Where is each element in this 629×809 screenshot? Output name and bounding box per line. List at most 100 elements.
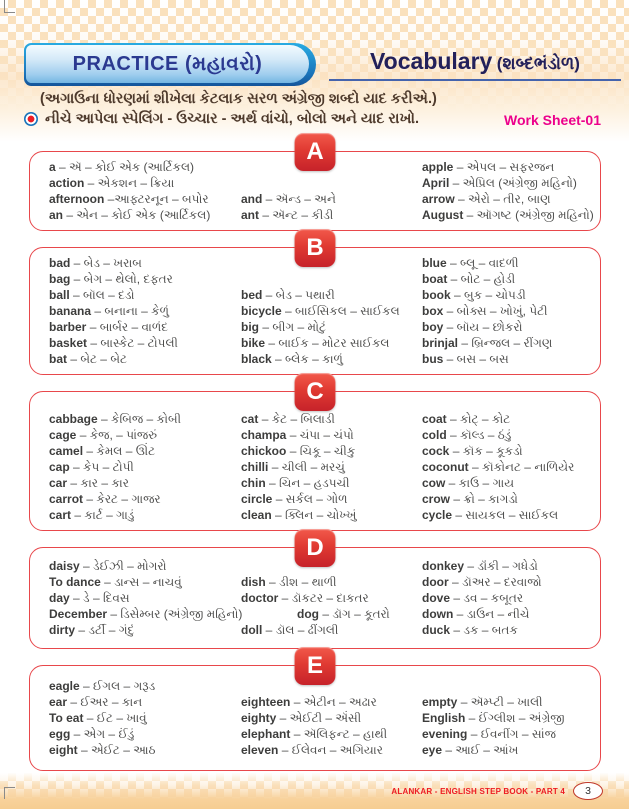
- vocab-entry: elephant – ઍલિફન્ટ – હાથી: [241, 727, 388, 741]
- vocab-entry: bat – બેટ – બેટ: [49, 352, 127, 366]
- word-columns: cabbage – કેબિજ – કોબી cage – કેજ, – પાંજ…: [49, 411, 590, 523]
- word-columns: bad – બેડ – ખરાબ bag – બેગ – થેલો, દફતર ba…: [49, 255, 590, 367]
- subtitle-note: (અગાઉના ધોરણમાં શીખેલા કેટલાક સરળ અંગ્રે…: [40, 91, 437, 107]
- vocab-entry: down – ડાઉન – નીચે: [422, 607, 530, 621]
- vocab-entry: door – ડૉઅર – દરવાજો: [422, 575, 542, 589]
- vocab-entry: black – બ્લેક – કાળું: [241, 352, 343, 366]
- section-letter-tab-d: D: [294, 529, 336, 567]
- vocab-entry: coconut – કૉકોનટ – નાળિયેર: [422, 460, 575, 474]
- bottom-band-fade: [0, 773, 629, 809]
- vocab-entry: doll – ડૉલ – ઢીંગલી: [241, 623, 339, 637]
- vocab-entry: dove – ડવ – કબૂતર: [422, 591, 524, 605]
- vocab-entry: chickoo – ચિકૂ – ચીકુ: [241, 444, 356, 458]
- vocab-entry: apple – એપલ – સફરજન: [422, 160, 555, 174]
- vocab-entry: chilli – ચીલી – મરચું: [241, 460, 345, 474]
- vocab-entry: clean – ક્લિન – ચોખ્ખું: [241, 508, 357, 522]
- word-columns: daisy – ડેઈઝી – મોગરો To dance – ડાન્સ – …: [49, 558, 590, 638]
- crop-mark-bottom-left: [4, 787, 15, 799]
- vocab-entry: eighteen – એટીન – અઢાર: [241, 695, 377, 709]
- practice-banner-label: PRACTICE (મહાવરો): [26, 45, 309, 83]
- vocab-entry: donkey – ડૉંકી – ગધેડો: [422, 559, 538, 573]
- vocab-entry: cap – કેપ – ટોપી: [49, 460, 134, 474]
- word-column-1: eagle – ઈગલ – ગરૂડ ear – ઈઅર – કાન To eat …: [49, 678, 241, 758]
- vocab-entry: basket – બાસ્કેટ – ટોપલી: [49, 336, 178, 350]
- vocab-entry: empty – ઍમ્પ્ટી – ખાલી: [422, 695, 543, 709]
- word-column-2: and – ઍન્ડ – અને ant – ઍન્ટ – કીડી: [241, 191, 422, 223]
- vocab-entry: barber – બાર્બર – વાળંદ: [49, 320, 168, 334]
- vocab-entry: ear – ઈઅર – કાન: [49, 695, 143, 709]
- vocab-entry: April – એપ્રિલ (અંગ્રેજી મહિનો): [422, 176, 577, 190]
- vocab-entry: carrot – કેરટ – ગાજર: [49, 492, 161, 506]
- bottom-checker-band: [0, 773, 629, 809]
- word-column-3: apple – એપલ – સફરજન April – એપ્રિલ (અંગ્ર…: [422, 159, 594, 223]
- vocab-entry: blue – બ્લૂ – વાદળી: [422, 256, 519, 270]
- vocab-entry: eagle – ઈગલ – ગરૂડ: [49, 679, 156, 693]
- vocab-entry: English – ઈંગ્લીશ – અંગ્રેજી: [422, 711, 565, 725]
- vocab-entry: To dance – ડાન્સ – નાચવું: [49, 575, 182, 589]
- word-columns: eagle – ઈગલ – ગરૂડ ear – ઈઅર – કાન To eat …: [49, 678, 590, 758]
- vocab-entry: dish – ડીશ – થાળી: [241, 575, 337, 589]
- page-number-badge: 3: [573, 782, 603, 800]
- word-column-1: bad – બેડ – ખરાબ bag – બેગ – થેલો, દફતર ba…: [49, 255, 241, 367]
- vocab-entry: eighty – એઈટી – ઍંસી: [241, 711, 362, 725]
- page-number: 3: [585, 785, 591, 797]
- vocab-entry: book – બુક – ચોપડી: [422, 288, 526, 302]
- vocab-entry: daisy – ડેઈઝી – મોગરો: [49, 559, 167, 573]
- vocab-entry: cow – કાઉ – ગાય: [422, 476, 515, 490]
- book-title-footer: ALANKAR - ENGLISH STEP BOOK - PART 4: [391, 787, 565, 796]
- vocab-entry: champa – ચંપા – ચંપો: [241, 428, 354, 442]
- instruction-text: નીચે આપેલા સ્પેલિંગ - ઉચ્ચાર - અર્થ વાંચ…: [45, 111, 420, 127]
- vocab-entry: August – ઑગષ્ટ (અંગ્રેજી મહિનો): [422, 208, 594, 222]
- vocab-entry: cage – કેજ, – પાંજરું: [49, 428, 158, 442]
- vocab-entry: dirty – ડર્ટી – ગંદું: [49, 623, 135, 637]
- practice-banner: PRACTICE (મહાવરો): [24, 43, 316, 86]
- vocab-entry: car – કાર – કાર: [49, 476, 129, 490]
- vocab-entry: cat – કેટ – બિલાડી: [241, 412, 335, 426]
- vocab-entry: bad – બેડ – ખરાબ: [49, 256, 142, 270]
- vocab-entry: eleven – ઈલેવન – અગિયાર: [241, 743, 383, 757]
- vocab-entry: circle – સર્કલ – ગોળ: [241, 492, 348, 506]
- vocab-entry: banana – બનાના – કેળું: [49, 304, 169, 318]
- vocab-entry: boy – બૉય – છોકરો: [422, 320, 523, 334]
- vocab-entry: brinjal – બ્રિન્જલ – રીંગણ: [422, 336, 553, 350]
- instruction-row: નીચે આપેલા સ્પેલિંગ - ઉચ્ચાર - અર્થ વાંચ…: [24, 111, 419, 127]
- vocab-entry: evening – ઈવનીંગ – સાંજ: [422, 727, 556, 741]
- vocab-entry: boat – બોટ – હોડી: [422, 272, 516, 286]
- vocab-entry: coat – કોટ્ – કોટ: [422, 412, 511, 426]
- vocab-entry: dog – ડૉગ – કૂતરો: [297, 607, 390, 621]
- word-column-3: blue – બ્લૂ – વાદળી boat – બોટ – હોડી book…: [422, 255, 590, 367]
- page-title: Vocabulary (શબ્દભંડોળ): [329, 48, 621, 81]
- crop-mark-top-left: [4, 0, 15, 13]
- vocab-entry: eight – એઈટ – આઠ: [49, 743, 156, 757]
- page-title-english: Vocabulary: [370, 48, 493, 74]
- vocab-entry: egg – એગ – ઈંડું: [49, 727, 135, 741]
- section-letter-tab-b: B: [294, 229, 336, 267]
- word-column-2: dish – ડીશ – થાળી doctor – ડૉકટર – દાકતર d…: [241, 574, 422, 638]
- vocab-entry: action – એકશન – ક્રિયા: [49, 176, 175, 190]
- vocab-entry: an – એન – કોઈ એક (આર્ટિકલ): [49, 208, 211, 222]
- section-letter-tab-e: E: [294, 647, 336, 685]
- vocab-entry: bed – બેડ – પથારી: [241, 288, 335, 302]
- word-column-2: eighteen – એટીન – અઢાર eighty – એઈટી – ઍં…: [241, 694, 422, 758]
- vocab-entry: cycle – સાયકલ – સાઈકલ: [422, 508, 559, 522]
- word-column-1: daisy – ડેઈઝી – મોગરો To dance – ડાન્સ – …: [49, 558, 243, 638]
- worksheet-label: Work Sheet-01: [504, 112, 601, 128]
- vocab-entry: bicycle – બાઈસિકલ – સાઈકલ: [241, 304, 400, 318]
- word-column-2: bed – બેડ – પથારી bicycle – બાઈસિકલ – સાઈ…: [241, 287, 422, 367]
- vocab-entry: duck – ડક – બતક: [422, 623, 518, 637]
- page-title-gujarati: (શબ્દભંડોળ): [496, 54, 580, 73]
- vocab-entry: arrow – એરો – તીર, બાણ: [422, 192, 551, 206]
- vocab-entry: afternoon –આફ્ટરનૂન – બપોર: [49, 192, 209, 206]
- word-column-1: cabbage – કેબિજ – કોબી cage – કેજ, – પાંજ…: [49, 411, 241, 523]
- vocab-entry: December – ડિસેમ્બર (અંગ્રેજી મહિનો): [49, 607, 243, 621]
- vocab-entry: cart – કાર્ટ – ગાડું: [49, 508, 135, 522]
- word-column-1: a – ઍ – કોઈ એક (આર્ટિકલ) action – એકશન – …: [49, 159, 241, 223]
- section-letter-tab-a: A: [294, 133, 336, 171]
- vocab-entry: box – બોક્સ – ખોખું, પેટી: [422, 304, 548, 318]
- vocab-entry: cock – કૉક – કૂકડો: [422, 444, 523, 458]
- vocab-entry: cold – કૉલ્ડ – ઠંડું: [422, 428, 512, 442]
- vocab-entry: eye – આઈ – આંખ: [422, 743, 519, 757]
